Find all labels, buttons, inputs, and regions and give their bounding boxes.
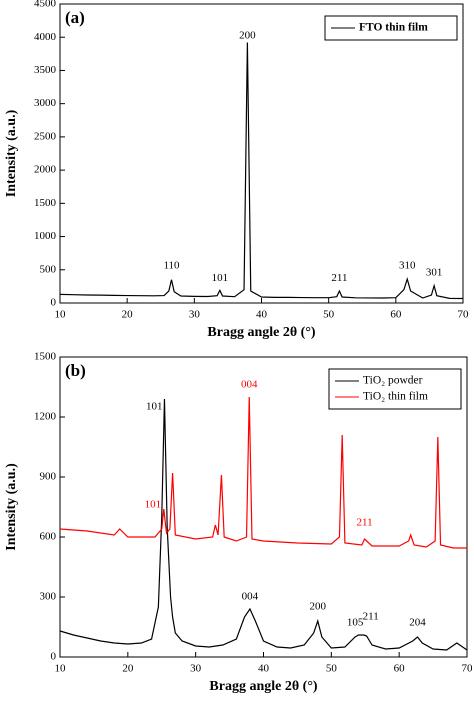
panel-label: (b) xyxy=(65,361,86,380)
x-tick-label: 20 xyxy=(122,663,134,675)
y-tick-label: 600 xyxy=(40,531,57,543)
peak-label: 200 xyxy=(239,29,256,41)
x-tick-label: 50 xyxy=(323,309,335,321)
peak-label: 211 xyxy=(331,272,347,284)
peak-label: 310 xyxy=(399,259,416,271)
data-line xyxy=(59,42,464,300)
legend-box xyxy=(328,368,462,410)
peak-label: 105 xyxy=(347,617,364,629)
legend-label: TiO₂ thin film xyxy=(363,391,428,403)
data-line xyxy=(59,398,468,651)
legend-box xyxy=(324,15,458,41)
peak-label: 211 xyxy=(363,611,379,623)
y-tick-label: 900 xyxy=(40,471,57,483)
x-tick-label: 70 xyxy=(458,309,470,321)
x-tick-label: 60 xyxy=(394,663,406,675)
x-tick-label: 40 xyxy=(256,309,268,321)
y-axis-label: Intensity (a.u.) xyxy=(4,463,19,551)
legend: FTO thin film xyxy=(324,15,458,41)
y-tick-label: 3500 xyxy=(34,64,57,76)
y-tick-label: 1500 xyxy=(34,351,57,363)
data-line xyxy=(59,396,467,549)
peak-label: 101 xyxy=(212,272,229,284)
y-tick-label: 0 xyxy=(51,297,57,309)
y-tick-label: 300 xyxy=(40,591,57,603)
peak-label: 101 xyxy=(146,401,163,413)
legend: TiO₂ powder TiO₂ thin film xyxy=(328,368,462,410)
legend-label: FTO thin film xyxy=(359,22,428,34)
panel-label: (a) xyxy=(65,8,85,27)
y-tick-label: 4000 xyxy=(34,31,57,43)
x-tick-label: 30 xyxy=(189,309,201,321)
x-tick-label: 70 xyxy=(462,663,474,675)
peak-label: 200 xyxy=(310,601,327,613)
y-tick-label: 4500 xyxy=(34,0,57,10)
peak-label: 110 xyxy=(163,259,180,271)
peak-label: 101 xyxy=(145,499,162,511)
peak-label: 211 xyxy=(357,517,373,529)
peak-label: 204 xyxy=(409,617,426,629)
y-tick-label: 2500 xyxy=(34,130,57,142)
y-tick-label: 1000 xyxy=(34,230,57,242)
y-tick-label: 0 xyxy=(51,651,57,663)
x-axis-label: Bragg angle 2θ (°) xyxy=(207,325,316,340)
legend-label: TiO₂ powder xyxy=(363,375,423,387)
x-axis-label: Bragg angle 2θ (°) xyxy=(209,679,318,694)
x-tick-label: 30 xyxy=(190,663,202,675)
peak-label: 004 xyxy=(242,591,259,603)
y-tick-label: 2000 xyxy=(34,164,57,176)
y-tick-label: 1500 xyxy=(34,197,57,209)
x-tick-label: 20 xyxy=(122,309,134,321)
x-tick-label: 10 xyxy=(55,663,67,675)
x-tick-label: 10 xyxy=(55,309,67,321)
y-tick-label: 1200 xyxy=(34,411,57,423)
y-axis-label: Intensity (a.u.) xyxy=(4,109,19,197)
peak-label: 301 xyxy=(426,267,443,279)
plot-frame xyxy=(59,3,464,304)
x-tick-label: 50 xyxy=(326,663,338,675)
peak-label: 004 xyxy=(241,379,258,391)
y-tick-label: 500 xyxy=(40,263,57,275)
y-tick-label: 3000 xyxy=(34,97,57,109)
x-tick-label: 60 xyxy=(390,309,402,321)
x-tick-label: 40 xyxy=(258,663,270,675)
